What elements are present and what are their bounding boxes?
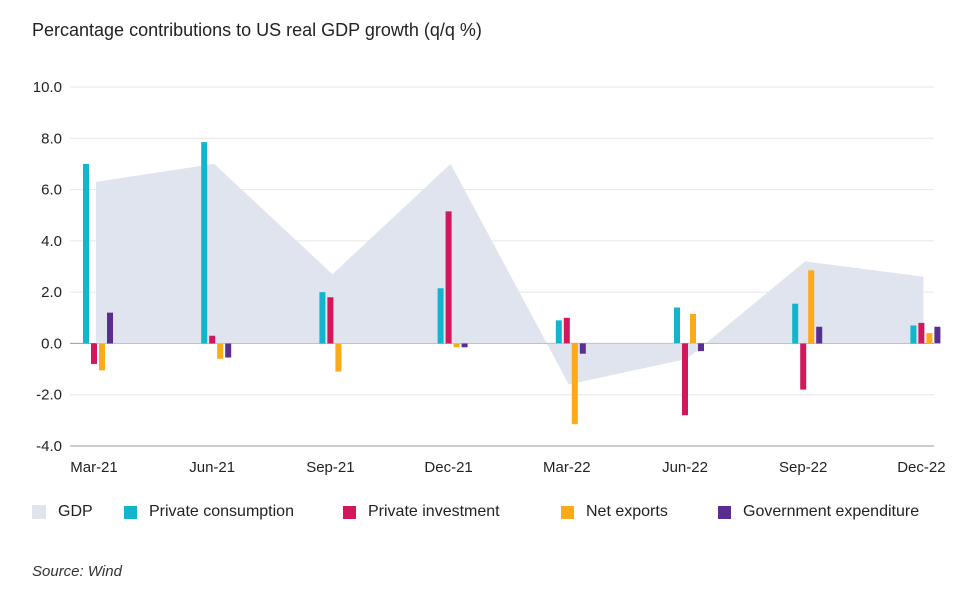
legend-swatch-net-exports: [561, 505, 574, 519]
y-tick-label: -2.0: [36, 387, 62, 404]
legend-label-private-investment: Private investment: [368, 503, 500, 520]
y-tick-label: 2.0: [41, 284, 62, 301]
bar-private-investment: [563, 317, 570, 344]
bar-private-investment: [682, 343, 688, 416]
bar-government-expenditure: [934, 326, 941, 344]
legend-item-net-exports: Net exports: [561, 503, 668, 521]
x-tick-label: Dec-22: [897, 459, 945, 476]
bar-government-expenditure: [816, 326, 823, 344]
legend-label-net-exports: Net exports: [586, 503, 668, 520]
source-note: Source: Wind: [32, 563, 122, 580]
legend-item-government-expenditure: Government expenditure: [718, 503, 919, 521]
bar-private-consumption: [910, 325, 917, 344]
bar-government-expenditure: [225, 343, 232, 358]
bar-government-expenditure: [698, 343, 704, 352]
bar-private-investment: [327, 297, 334, 344]
x-tick-label: Sep-22: [779, 459, 827, 476]
bar-private-investment: [91, 343, 97, 364]
bar-net-exports: [335, 343, 342, 372]
bar-net-exports: [453, 343, 460, 348]
legend-swatch-private-investment: [343, 505, 356, 519]
bar-government-expenditure: [107, 312, 113, 344]
x-tick-label: Jun-22: [662, 459, 708, 476]
bar-net-exports: [571, 343, 578, 425]
y-tick-label: 10.0: [33, 79, 62, 96]
bar-net-exports: [99, 343, 105, 371]
bar-private-consumption: [674, 307, 680, 344]
bar-private-investment: [209, 335, 216, 344]
bar-net-exports: [808, 270, 815, 344]
bar-net-exports: [926, 333, 933, 344]
legend-swatch-government-expenditure: [718, 505, 731, 519]
bar-government-expenditure: [461, 343, 468, 348]
bar-private-consumption: [437, 288, 444, 344]
bar-private-investment: [445, 211, 452, 344]
bar-private-investment: [918, 322, 925, 344]
bar-private-consumption: [201, 142, 208, 344]
x-tick-label: Mar-21: [70, 459, 118, 476]
legend-item-gdp: GDP: [32, 503, 93, 521]
chart-title: Percantage contributions to US real GDP …: [32, 20, 482, 40]
legend-item-private-investment: Private investment: [343, 503, 500, 521]
legend-label-government-expenditure: Government expenditure: [743, 503, 920, 520]
legend-label-private-consumption: Private consumption: [149, 503, 294, 520]
legend-label-gdp: GDP: [58, 503, 93, 520]
legend-swatch-private-consumption: [124, 505, 137, 519]
gdp-area: [96, 163, 924, 385]
x-tick-label: Dec-21: [424, 459, 472, 476]
bar-net-exports: [690, 313, 696, 344]
legend-item-private-consumption: Private consumption: [124, 503, 294, 521]
y-tick-label: 0.0: [41, 335, 62, 352]
bar-private-investment: [800, 343, 807, 390]
bar-private-consumption: [319, 292, 326, 344]
x-tick-label: Mar-22: [543, 459, 591, 476]
bar-private-consumption: [555, 320, 562, 344]
bar-private-consumption: [792, 303, 799, 344]
x-tick-label: Sep-21: [306, 459, 354, 476]
y-tick-label: 4.0: [41, 233, 62, 250]
bar-private-consumption: [83, 163, 89, 344]
bar-government-expenditure: [579, 343, 586, 354]
x-tick-label: Jun-21: [189, 459, 235, 476]
y-tick-label: 6.0: [41, 182, 62, 199]
bar-net-exports: [217, 343, 224, 359]
y-tick-label: 8.0: [41, 130, 62, 147]
y-tick-label: -4.0: [36, 438, 62, 455]
legend-swatch-gdp: [32, 505, 46, 519]
